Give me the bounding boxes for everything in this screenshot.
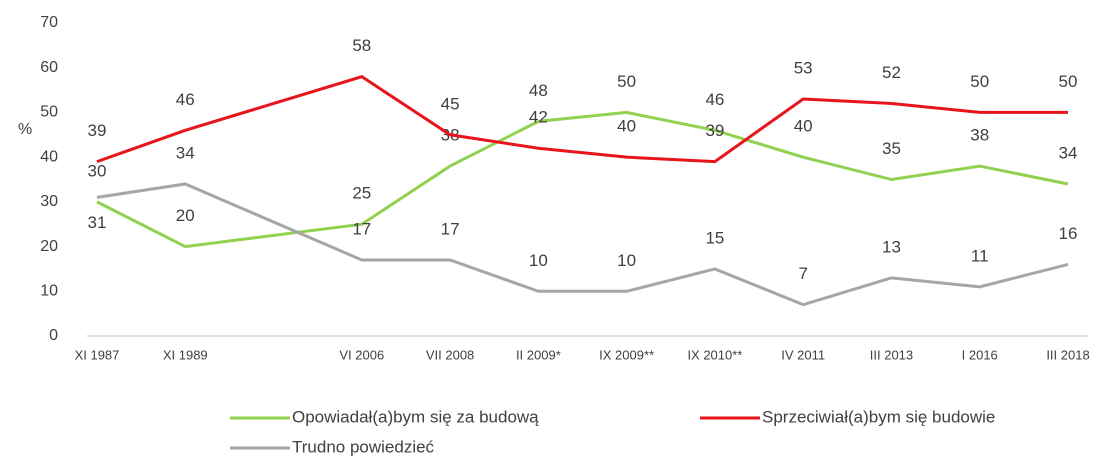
- data-label: 35: [882, 139, 901, 158]
- x-tick-label: IV 2011: [781, 347, 825, 362]
- data-label: 48: [529, 81, 548, 100]
- y-tick-label: 50: [40, 104, 58, 121]
- data-label: 42: [529, 108, 548, 127]
- data-label: 34: [176, 143, 195, 162]
- y-tick-label: 20: [40, 238, 58, 255]
- x-tick-label: VII 2008: [426, 347, 474, 362]
- y-tick-label: 40: [40, 148, 58, 165]
- data-label: 58: [352, 36, 371, 55]
- x-tick-label: I 2016: [962, 347, 998, 362]
- data-label: 31: [88, 213, 107, 232]
- data-label: 17: [352, 219, 371, 238]
- data-label: 34: [1059, 143, 1078, 162]
- data-label: 38: [970, 126, 989, 145]
- data-label: 10: [529, 251, 548, 270]
- series-line: [96, 182, 1069, 307]
- y-tick-label: 0: [49, 327, 58, 344]
- data-label: 13: [882, 237, 901, 256]
- data-label: 25: [352, 184, 371, 203]
- data-label: 46: [176, 90, 195, 109]
- legend-label: Opowiadał(a)bym się za budową: [292, 407, 539, 426]
- data-label: 50: [617, 72, 636, 91]
- data-label: 50: [970, 72, 989, 91]
- y-tick-label: 60: [40, 59, 58, 76]
- legend-label: Sprzeciwiał(a)bym się budowie: [762, 407, 995, 426]
- x-tick-label: XI 1987: [75, 347, 120, 362]
- legend-label: Trudno powiedzieć: [292, 437, 435, 456]
- x-tick-label: XI 1989: [163, 347, 208, 362]
- x-tick-label: IX 2009**: [599, 347, 654, 362]
- data-label: 40: [794, 117, 813, 136]
- x-tick-label: II 2009*: [516, 347, 561, 362]
- data-label: 39: [705, 121, 724, 140]
- data-label: 17: [441, 219, 460, 238]
- x-tick-label: III 2018: [1046, 347, 1089, 362]
- y-tick-label: 10: [40, 283, 58, 300]
- data-label: 52: [882, 63, 901, 82]
- data-label: 39: [88, 121, 107, 140]
- y-tick-label: 70: [40, 14, 58, 31]
- x-tick-label: III 2013: [870, 347, 913, 362]
- series-line: [96, 75, 1068, 164]
- y-axis-label: %: [18, 121, 32, 138]
- x-tick-label: IX 2010**: [687, 347, 742, 362]
- data-label: 30: [88, 161, 107, 180]
- data-label: 45: [441, 94, 460, 113]
- x-tick-label: VI 2006: [339, 347, 384, 362]
- data-label: 16: [1059, 224, 1078, 243]
- data-label: 50: [1059, 72, 1078, 91]
- data-label: 7: [798, 264, 807, 283]
- data-label: 15: [705, 228, 724, 247]
- data-label: 20: [176, 206, 195, 225]
- data-label: 10: [617, 251, 636, 270]
- data-label: 46: [705, 90, 724, 109]
- series-line: [96, 110, 1069, 249]
- data-label: 53: [794, 58, 813, 77]
- y-tick-label: 30: [40, 193, 58, 210]
- data-label: 11: [971, 246, 989, 265]
- data-label: 40: [617, 117, 636, 136]
